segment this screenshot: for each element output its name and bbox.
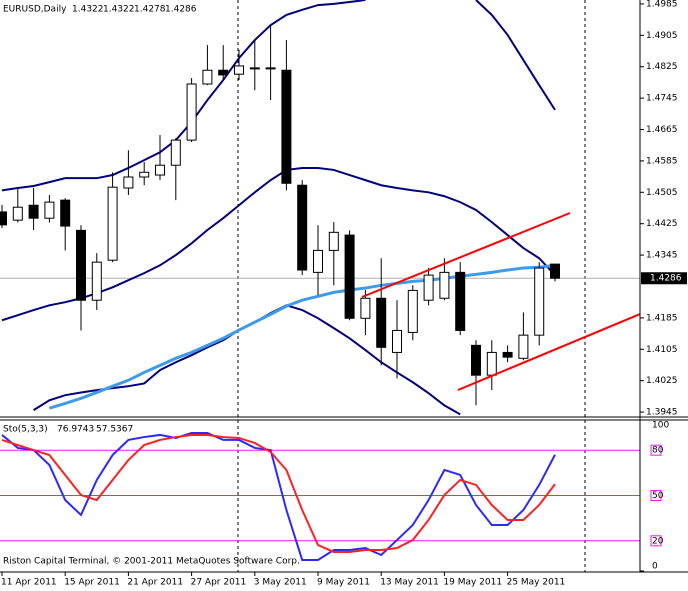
- y-tick-label: 1.4345: [646, 251, 678, 261]
- x-tick-label: 11 Apr 2011: [1, 578, 57, 588]
- x-tick-label: 9 May 2011: [317, 578, 370, 588]
- candle-body: [107, 186, 118, 261]
- y-tick-label: 0: [652, 562, 658, 572]
- y-tick-label: 80: [652, 446, 664, 456]
- candle-body: [328, 231, 339, 251]
- candle-body: [123, 176, 134, 189]
- x-tick-label: 21 Apr 2011: [127, 578, 183, 588]
- candle-body: [471, 344, 481, 376]
- candle-body: [12, 206, 23, 221]
- y-tick-label: 1.3945: [646, 408, 678, 418]
- ohlc-low: 1.4278: [134, 5, 166, 15]
- candle-body: [202, 69, 213, 85]
- candle-body: [234, 65, 244, 75]
- stochastic-line: [1, 433, 556, 553]
- y-tick-label: 1.4825: [646, 62, 678, 72]
- candle-body: [486, 351, 497, 376]
- y-tick-label: 50: [652, 491, 664, 501]
- candle-body: [534, 267, 545, 336]
- candle-body: [0, 211, 7, 226]
- candle-body: [407, 289, 418, 333]
- y-tick-label: 1.4505: [646, 188, 678, 198]
- candle-body: [344, 234, 355, 319]
- candle-body: [155, 164, 165, 176]
- candle-body: [360, 297, 371, 319]
- candle-body: [218, 69, 229, 76]
- price-pane: [0, 0, 640, 416]
- candle-body: [265, 67, 276, 70]
- y-tick-label: 1.4905: [646, 31, 678, 41]
- price-label-box: [641, 272, 687, 285]
- x-tick-label: 13 May 2011: [380, 578, 439, 588]
- ohlc-open: 1.4322: [72, 5, 104, 15]
- indicator-value: 57.5367: [96, 425, 133, 435]
- candle-body: [518, 334, 529, 359]
- candle-body: [313, 249, 323, 273]
- y-tick-label: 1.4185: [646, 313, 678, 323]
- candle-body: [550, 263, 560, 279]
- x-tick-label: 19 May 2011: [443, 578, 502, 588]
- candle-body: [455, 271, 466, 331]
- y-tick-label: 1.4425: [646, 219, 678, 229]
- x-tick-label: 27 Apr 2011: [191, 578, 247, 588]
- y-tick-label: 100: [652, 421, 669, 431]
- footer: Riston Capital Terminal, © 2001-2011 Met…: [3, 557, 300, 567]
- level-label-box: [650, 444, 662, 456]
- symbol-title: EURUSD,Daily: [3, 5, 67, 15]
- candle-body: [44, 201, 55, 219]
- y-tick-label: 1.4025: [646, 376, 678, 386]
- candle-body: [139, 171, 150, 178]
- candle-body: [439, 271, 450, 299]
- moving-average: [48, 263, 556, 410]
- y-tick-label: 1.4105: [646, 345, 678, 355]
- price-label-text: 1.4286: [650, 274, 682, 284]
- candle-body: [297, 184, 308, 271]
- candle-body: [392, 329, 402, 353]
- stochastic-pane: [0, 431, 640, 561]
- candle-body: [76, 229, 86, 301]
- y-tick-label: 1.4745: [646, 94, 678, 104]
- candle-body: [502, 351, 513, 358]
- candle-body: [376, 297, 387, 348]
- trendlines: [361, 212, 640, 391]
- level-label-box: [650, 490, 662, 501]
- x-tick-label: 3 May 2011: [254, 578, 307, 588]
- candle-body: [28, 204, 39, 219]
- x-tick-label: 15 Apr 2011: [64, 578, 120, 588]
- candle-body: [423, 274, 434, 301]
- candle-body: [170, 139, 181, 166]
- ohlc-close: 1.4286: [165, 5, 197, 15]
- candle-body: [281, 69, 292, 184]
- trendline: [361, 212, 571, 298]
- x-tick-label: 25 May 2011: [507, 578, 566, 588]
- y-tick-label: 1.4665: [646, 125, 678, 135]
- candle-body: [60, 199, 71, 227]
- bollinger-band: [1, 0, 556, 192]
- y-tick-label: 1.4985: [646, 0, 678, 9]
- price-label: 1.4286: [641, 272, 687, 285]
- ohlc-high: 1.4322: [103, 5, 135, 15]
- indicator-value: 76.9743: [57, 425, 94, 435]
- candle-body: [186, 83, 197, 141]
- candle-body: [249, 67, 260, 70]
- level-label-box: [650, 535, 662, 547]
- indicator-title: Sto(5,3,3): [3, 425, 48, 435]
- y-tick-label: 1.4585: [646, 156, 678, 166]
- candle-body: [91, 261, 102, 301]
- trendline: [457, 313, 640, 391]
- y-tick-label: 20: [652, 536, 664, 546]
